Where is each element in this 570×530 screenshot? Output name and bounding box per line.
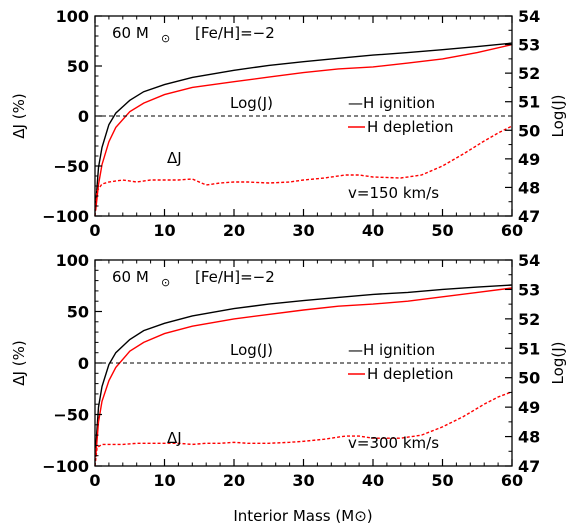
- y-tick-label: 100: [56, 251, 89, 270]
- y-tick-label: −100: [42, 207, 89, 226]
- x-tick-label: 10: [153, 221, 175, 240]
- legend-entry-h-depletion: H depletion: [367, 118, 453, 136]
- y2-tick-label: 54: [518, 7, 540, 26]
- x-tick-label: 50: [431, 471, 453, 490]
- y2-tick-label: 54: [518, 251, 540, 270]
- y2-tick-label: 48: [518, 178, 540, 197]
- delta-j-annotation: ΔJ: [167, 429, 182, 447]
- y2-tick-label: 50: [518, 121, 540, 140]
- log-j-annotation: Log(J): [230, 94, 273, 112]
- log-j-annotation: Log(J): [230, 341, 273, 359]
- x-tick-label: 60: [501, 471, 523, 490]
- y2-tick-label: 47: [518, 207, 540, 226]
- panel-title-mass: 60 M: [112, 24, 149, 42]
- panel-title-mass: 60 M: [112, 268, 149, 286]
- series-line-delta-j: [94, 391, 513, 467]
- y-tick-label: 100: [56, 7, 89, 26]
- y2-tick-label: 47: [518, 457, 540, 476]
- x-tick-label: 10: [153, 471, 175, 490]
- y2-tick-label: 48: [518, 428, 540, 447]
- x-tick-label: 40: [362, 221, 384, 240]
- x-tick-label: 20: [223, 471, 245, 490]
- y2-tick-label: 50: [518, 369, 540, 388]
- x-tick-label: 0: [89, 221, 100, 240]
- series-line-delta-j: [94, 125, 513, 217]
- x-tick-label: 30: [292, 471, 314, 490]
- x-tick-label: 0: [89, 471, 100, 490]
- y2-tick-label: 53: [518, 36, 540, 55]
- y-axis-label: ΔJ (%): [10, 93, 28, 138]
- panel-title-metallicity: [Fe/H]=−2: [195, 268, 275, 286]
- x-tick-label: 20: [223, 221, 245, 240]
- y2-tick-label: 53: [518, 280, 540, 299]
- y-tick-label: 50: [67, 303, 89, 322]
- legend-entry-h-ignition: —H ignition: [348, 94, 435, 112]
- y2-axis-label: Log(J): [549, 95, 567, 138]
- y2-axis-label: Log(J): [549, 342, 567, 385]
- panel-top: 0 10 20 30 40 50 60 −100 −50 0 50 100 47 48 49 50 51 52 53…: [10, 7, 567, 240]
- x-tick-label: 30: [292, 221, 314, 240]
- x-axis-label: Interior Mass (M⊙): [233, 507, 372, 525]
- y-tick-label: 50: [67, 57, 89, 76]
- y-axis-label: ΔJ (%): [10, 340, 28, 385]
- y-tick-label: −100: [42, 457, 89, 476]
- y-tick-label: −50: [53, 406, 89, 425]
- y2-tick-label: 52: [518, 310, 540, 329]
- velocity-annotation: v=150 km/s: [348, 184, 439, 202]
- y2-tick-label: 49: [518, 150, 540, 169]
- legend-entry-h-depletion: H depletion: [367, 365, 453, 383]
- solar-symbol: ⊙: [161, 32, 170, 45]
- y-tick-label: 0: [78, 107, 89, 126]
- x-tick-label: 40: [362, 471, 384, 490]
- legend-entry-h-ignition: —H ignition: [348, 341, 435, 359]
- solar-symbol: ⊙: [161, 276, 170, 289]
- x-tick-label: 50: [431, 221, 453, 240]
- plot-frame: [94, 259, 513, 467]
- y-tick-label: −50: [53, 157, 89, 176]
- panel-title-metallicity: [Fe/H]=−2: [195, 24, 275, 42]
- x-tick-label: 60: [501, 221, 523, 240]
- y2-tick-label: 52: [518, 64, 540, 83]
- series-line-h-ignition: [95, 284, 513, 449]
- plot-frame: [94, 15, 513, 217]
- delta-j-annotation: ΔJ: [167, 149, 182, 167]
- y2-tick-label: 51: [518, 93, 540, 112]
- series-line-h-ignition: [95, 42, 513, 205]
- y2-tick-label: 49: [518, 398, 540, 417]
- series-line-h-depletion: [95, 287, 513, 458]
- y2-tick-label: 51: [518, 339, 540, 358]
- panel-bottom: 0 10 20 30 40 50 60 −100 −50 0 50 100 47 48 49 50 51 52 53…: [10, 251, 567, 490]
- y-tick-label: 0: [78, 354, 89, 373]
- series-line-h-depletion: [95, 43, 513, 211]
- velocity-annotation: v=300 km/s: [348, 434, 439, 452]
